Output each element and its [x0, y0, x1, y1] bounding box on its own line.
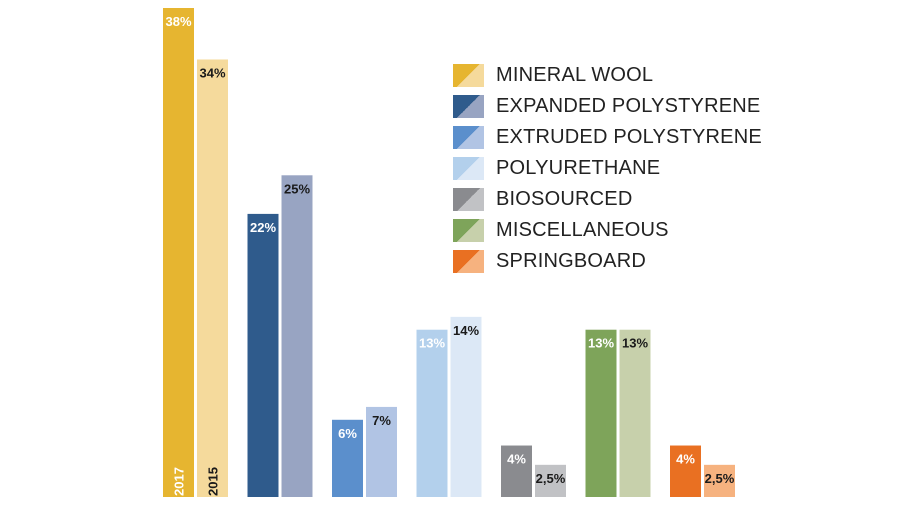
- legend-item-6: MISCELLANEOUS: [453, 215, 762, 246]
- bar-label-2017-4: 13%: [419, 336, 445, 351]
- legend-label-6: MISCELLANEOUS: [496, 219, 669, 241]
- bar-group-4: 13% 14%: [416, 316, 482, 497]
- year-label-2015: 2015: [206, 467, 221, 496]
- bar-2017-1: [163, 8, 194, 497]
- bar-2015-6: [619, 329, 651, 497]
- legend-label-3: EXTRUDED POLYSTYRENE: [496, 126, 762, 148]
- bar-2017-4: [416, 329, 448, 497]
- legend: MINERAL WOOL EXPANDED POLYSTYRENE EXTRUDED…: [453, 60, 762, 277]
- bar-2015-2: [281, 175, 313, 497]
- year-label-2017: 2017: [172, 467, 187, 496]
- bar-2015-4: [450, 316, 482, 497]
- bar-2015-7: [704, 464, 735, 497]
- bar-group-3: 6% 7%: [332, 406, 397, 497]
- bar-label-2017-1: 38%: [165, 14, 191, 29]
- legend-swatch-2: [453, 95, 484, 118]
- bar-label-2015-7: 2,5%: [705, 471, 735, 486]
- bar-label-2017-5: 4%: [507, 452, 526, 467]
- bar-label-2017-7: 4%: [676, 452, 695, 467]
- legend-item-5: BIOSOURCED: [453, 184, 762, 215]
- bar-2017-3: [332, 419, 363, 497]
- legend-swatch-1: [453, 64, 484, 87]
- bar-label-2015-1: 34%: [199, 65, 225, 80]
- bar-2015-1: [197, 59, 228, 497]
- bar-2015-3: [366, 406, 397, 497]
- legend-item-3: EXTRUDED POLYSTYRENE: [453, 122, 762, 153]
- legend-swatch-4: [453, 157, 484, 180]
- bar-2017-5: [501, 445, 532, 497]
- bar-group-5: 4% 2,5%: [501, 445, 566, 497]
- bar-group-6: 13% 13%: [585, 329, 651, 497]
- bar-group-7: 4% 2,5%: [670, 445, 735, 497]
- legend-label-5: BIOSOURCED: [496, 188, 633, 210]
- bar-label-2015-2: 25%: [284, 181, 310, 196]
- bar-label-2015-3: 7%: [372, 413, 391, 428]
- legend-swatch-5: [453, 188, 484, 211]
- legend-label-1: MINERAL WOOL: [496, 64, 654, 86]
- bar-group-1: 38% 2017 34% 2015: [163, 8, 228, 497]
- bar-label-2015-4: 14%: [453, 323, 479, 338]
- legend-item-1: MINERAL WOOL: [453, 60, 762, 91]
- bar-2017-7: [670, 445, 701, 497]
- bar-group-2: 22% 25%: [247, 175, 313, 498]
- bar-label-2015-5: 2,5%: [536, 471, 566, 486]
- legend-swatch-3: [453, 126, 484, 149]
- legend-label-7: SPRINGBOARD: [496, 250, 647, 272]
- bar-2017-2: [247, 213, 279, 498]
- bar-2015-5: [535, 464, 566, 497]
- legend-item-2: EXPANDED POLYSTYRENE: [453, 91, 762, 122]
- legend-item-4: POLYURETHANE: [453, 153, 762, 184]
- bar-2017-6: [585, 329, 617, 497]
- bar-label-2015-6: 13%: [622, 336, 648, 351]
- legend-swatch-7: [453, 250, 484, 273]
- legend-item-7: SPRINGBOARD: [453, 246, 762, 277]
- bar-label-2017-6: 13%: [588, 336, 614, 351]
- legend-swatch-6: [453, 219, 484, 242]
- legend-label-4: POLYURETHANE: [496, 157, 661, 179]
- bar-label-2017-3: 6%: [338, 426, 357, 441]
- bar-label-2017-2: 22%: [250, 220, 276, 235]
- legend-label-2: EXPANDED POLYSTYRENE: [496, 95, 761, 117]
